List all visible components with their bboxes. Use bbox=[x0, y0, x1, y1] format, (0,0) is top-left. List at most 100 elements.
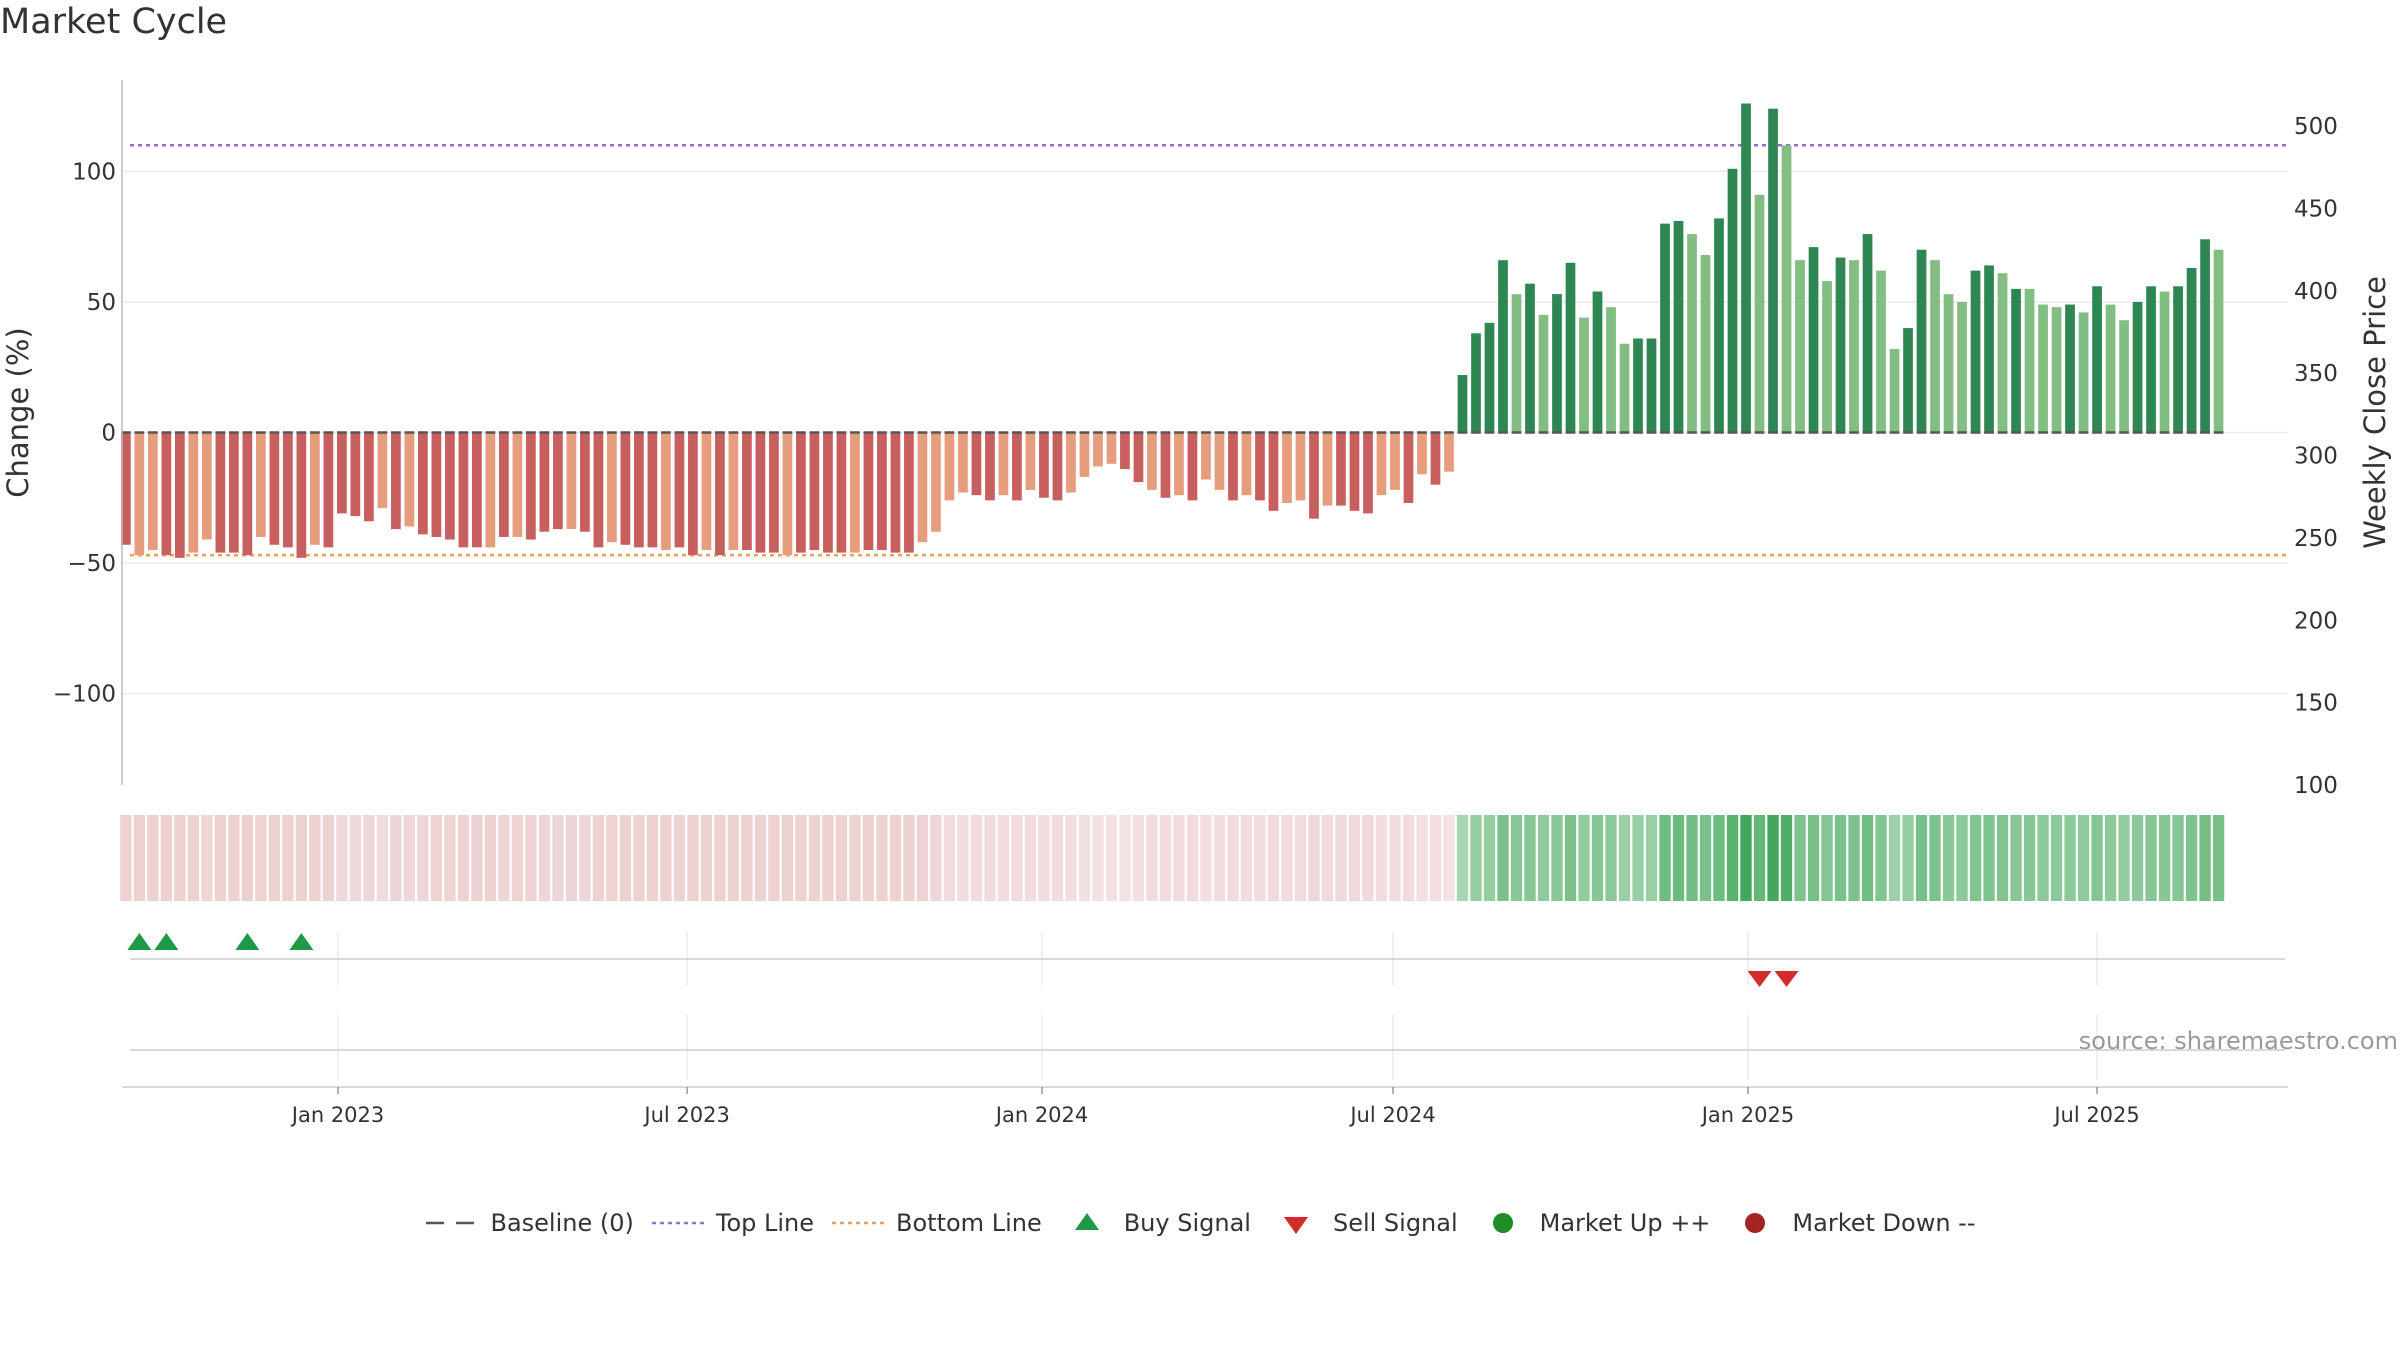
change-bar bbox=[1700, 254, 1711, 433]
x-axis: Jan 2023 Jul 2023 Jan 2024 Jul 2024 Jan 2025… bbox=[122, 1086, 2288, 1127]
right-tick-label: 250 bbox=[2294, 526, 2338, 552]
change-bar bbox=[1930, 260, 1940, 433]
change-bar bbox=[1187, 432, 1198, 501]
change-bar bbox=[607, 432, 617, 543]
legend-item-bottom-line: Bottom Line bbox=[830, 1208, 1042, 1238]
change-bar bbox=[2065, 304, 2075, 433]
strength-cell bbox=[1119, 815, 1131, 901]
right-tick-label: 500 bbox=[2294, 114, 2338, 140]
change-bar bbox=[1106, 432, 1117, 464]
change-bar bbox=[931, 432, 941, 532]
strength-cell bbox=[1078, 815, 1091, 901]
change-bar bbox=[580, 432, 590, 532]
change-bar bbox=[350, 432, 361, 517]
strength-cell bbox=[633, 815, 645, 901]
strength-cell bbox=[795, 815, 807, 901]
strength-cell bbox=[201, 815, 213, 901]
strength-cell bbox=[997, 815, 1010, 901]
strength-cell bbox=[1213, 815, 1226, 901]
buy-signal-marker bbox=[127, 933, 152, 950]
strength-cell bbox=[714, 815, 726, 901]
change-bar bbox=[1025, 432, 1036, 490]
change-bar bbox=[2159, 291, 2170, 433]
left-tick-label: −100 bbox=[53, 682, 116, 708]
change-bar bbox=[1984, 265, 1994, 433]
strength-cell bbox=[1024, 815, 1037, 901]
left-tick-label: 0 bbox=[101, 421, 116, 447]
change-bar bbox=[1606, 307, 1616, 433]
strength-cell bbox=[619, 815, 632, 901]
change-bar bbox=[1727, 168, 1738, 433]
strength-cell bbox=[1483, 815, 1496, 901]
strength-cell bbox=[1875, 815, 1887, 901]
strength-cell bbox=[214, 815, 227, 901]
change-bar bbox=[1363, 432, 1373, 514]
strength-cell bbox=[417, 815, 429, 901]
change-bar bbox=[1403, 432, 1414, 503]
strength-cell bbox=[430, 815, 443, 901]
change-bar bbox=[1916, 249, 1927, 433]
change-bar bbox=[1579, 317, 1589, 433]
market-down-icon bbox=[1745, 1213, 1766, 1233]
change-bar bbox=[2011, 288, 2021, 433]
change-bar bbox=[661, 432, 671, 550]
strength-cell bbox=[2091, 815, 2103, 901]
strength-cell bbox=[1915, 815, 1928, 901]
change-bar bbox=[283, 432, 293, 548]
change-bar bbox=[147, 432, 158, 550]
strength-cell bbox=[511, 815, 524, 901]
strength-cell bbox=[390, 815, 402, 901]
change-bar bbox=[1835, 257, 1846, 433]
change-bar bbox=[526, 432, 536, 540]
change-bar bbox=[2105, 304, 2116, 433]
change-bar bbox=[904, 432, 914, 553]
change-bar bbox=[2146, 286, 2156, 433]
legend-item-buy-signal: Buy Signal bbox=[1058, 1208, 1251, 1238]
strength-cell bbox=[1065, 815, 1077, 901]
change-bar bbox=[296, 432, 307, 558]
change-bar bbox=[985, 432, 995, 501]
change-bar bbox=[1525, 283, 1535, 433]
strength-cell bbox=[309, 815, 321, 901]
strength-cell bbox=[1416, 815, 1428, 901]
change-bar bbox=[1390, 432, 1400, 490]
strength-cell bbox=[1996, 815, 2009, 901]
right-tick-label: 150 bbox=[2294, 691, 2338, 717]
change-bar bbox=[796, 432, 806, 553]
change-bar bbox=[1903, 328, 1913, 433]
change-bar bbox=[1970, 270, 1981, 433]
change-bar bbox=[1997, 273, 2008, 433]
change-bar bbox=[620, 432, 631, 545]
strength-cell bbox=[1821, 815, 1833, 901]
legend-item-sell-signal: Sell Signal bbox=[1267, 1208, 1458, 1238]
strength-cell bbox=[727, 815, 740, 901]
strength-cell bbox=[444, 815, 456, 901]
change-bar bbox=[1012, 432, 1022, 501]
change-bar bbox=[1309, 432, 1319, 519]
legend-item-market-up: Market Up ++ bbox=[1474, 1208, 1710, 1238]
change-bar bbox=[2119, 320, 2129, 433]
strength-cell bbox=[1470, 815, 1482, 901]
strength-cell bbox=[1686, 815, 1698, 901]
strength-cell bbox=[889, 815, 902, 901]
legend-item-baseline: Baseline (0) bbox=[424, 1208, 634, 1238]
strength-cell bbox=[538, 815, 551, 901]
strength-cell bbox=[2185, 815, 2198, 901]
change-bar bbox=[742, 432, 752, 550]
strength-cell bbox=[2077, 815, 2090, 901]
strength-cell bbox=[1699, 815, 1712, 901]
change-bar bbox=[1228, 432, 1238, 501]
strength-cell bbox=[862, 815, 875, 901]
strength-cell bbox=[1726, 815, 1739, 901]
strength-cell bbox=[1672, 815, 1685, 901]
strength-cell bbox=[1159, 815, 1172, 901]
change-bar bbox=[1066, 432, 1076, 493]
strength-cell bbox=[457, 815, 470, 901]
change-bar bbox=[472, 432, 482, 548]
strength-cell bbox=[174, 815, 186, 901]
strength-cell bbox=[471, 815, 483, 901]
change-bar bbox=[1552, 294, 1562, 433]
strength-cell bbox=[1524, 815, 1536, 901]
right-tick-label: 100 bbox=[2294, 773, 2338, 799]
change-bar bbox=[310, 432, 320, 545]
